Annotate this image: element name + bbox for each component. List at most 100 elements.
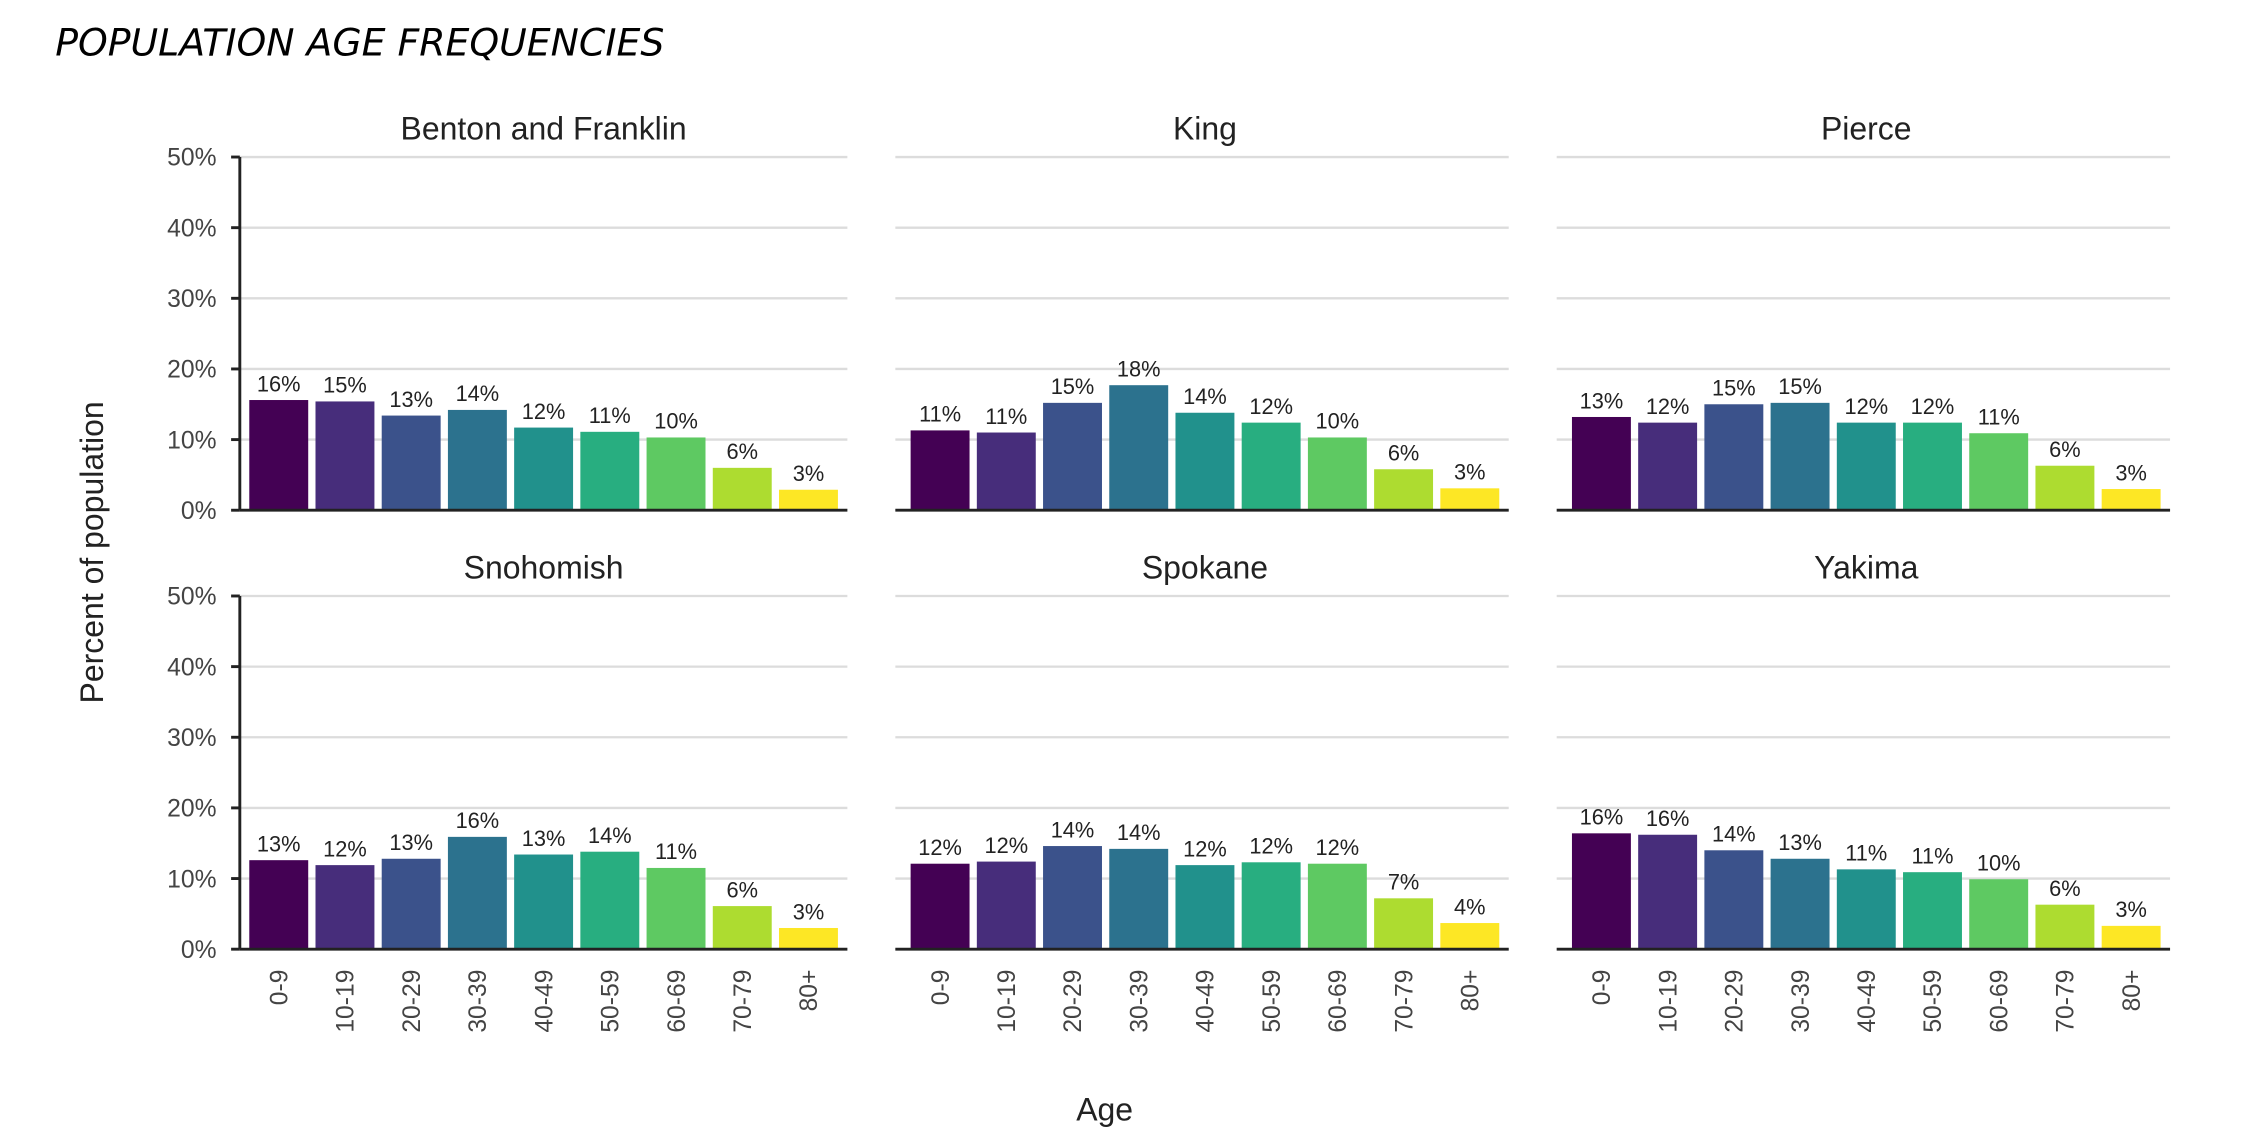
value-label: 12% [323,836,367,861]
bar [1241,862,1301,950]
value-label: 14% [1712,822,1756,847]
value-label: 15% [323,373,367,398]
bar [1638,834,1698,950]
bar [1109,848,1169,950]
value-label: 13% [389,830,433,855]
value-label: 11% [985,404,1027,429]
value-label: 14% [1051,817,1095,842]
value-label: 15% [1712,376,1756,401]
panel-title: King [1173,111,1237,147]
x-tick-label: 40-49 [531,970,558,1033]
value-label: 12% [522,399,566,424]
value-label: 11% [1978,405,2020,430]
x-tick-label: 70-79 [2053,970,2080,1033]
value-label: 15% [1778,374,1822,399]
y-tick-label: 40% [167,654,216,681]
bar [447,836,507,950]
bar [514,854,574,950]
value-label: 16% [257,371,301,396]
bar [1704,404,1764,511]
bar [315,865,375,950]
x-axis-title: Age [1076,1092,1133,1128]
value-label: 12% [984,833,1028,858]
bar [1704,850,1764,950]
bar [1307,437,1367,511]
value-label: 16% [456,808,500,833]
value-label: 11% [1845,841,1887,866]
value-label: 12% [918,835,962,860]
panel-title: Spokane [1142,550,1268,586]
bar [580,851,640,950]
bar [910,863,970,950]
y-tick-label: 50% [167,584,216,611]
x-tick-label: 80+ [796,970,823,1012]
bar [1770,858,1830,950]
page-title: POPULATION AGE FREQUENCIES [55,20,664,64]
bar [1374,898,1434,950]
x-tick-label: 0-9 [1589,970,1616,1006]
value-label: 10% [654,409,698,434]
value-label: 11% [1911,843,1953,868]
bar [1307,863,1367,950]
x-tick-label: 10-19 [994,970,1021,1033]
x-tick-label: 50-59 [1259,970,1286,1033]
x-tick-label: 30-39 [465,970,492,1033]
x-tick-label: 30-39 [1126,970,1153,1033]
value-label: 6% [2049,437,2081,462]
x-tick-label: 80+ [1458,970,1485,1012]
bar [1109,385,1169,511]
value-label: 12% [1316,835,1360,860]
value-label: 16% [1580,805,1624,830]
bar [447,409,507,511]
value-label: 6% [1388,441,1420,466]
value-label: 3% [2115,897,2147,922]
value-label: 16% [1646,806,1690,831]
bar [1571,416,1631,511]
value-label: 15% [1051,374,1095,399]
value-label: 14% [456,381,500,406]
panel-title: Snohomish [464,550,624,586]
y-tick-label: 30% [167,725,216,752]
panel-title: Pierce [1821,111,1912,147]
value-label: 14% [1183,384,1227,409]
bar [1175,865,1235,950]
bar [646,867,706,950]
bar [976,861,1036,950]
x-tick-label: 60-69 [1986,970,2013,1033]
value-label: 6% [726,877,758,902]
bar [1969,433,2029,511]
value-label: 11% [655,839,697,864]
y-axis-title: Percent of population [74,401,110,703]
bar [1903,422,1962,511]
bar [1043,846,1102,950]
x-tick-label: 30-39 [1788,970,1815,1033]
value-label: 10% [1316,409,1360,434]
value-label: 13% [522,826,566,851]
panel-title: Benton and Franklin [401,111,687,147]
bar [1241,422,1301,511]
y-tick-label: 50% [167,145,216,172]
value-label: 14% [588,823,632,848]
bar [910,430,970,511]
bar [778,927,838,950]
y-tick-label: 10% [167,427,216,454]
bar [1638,422,1698,511]
value-label: 13% [1580,388,1624,413]
x-tick-label: 50-59 [1920,970,1947,1033]
bar [381,415,441,511]
x-tick-label: 20-29 [1060,970,1087,1033]
x-tick-label: 60-69 [664,970,691,1033]
x-tick-label: 60-69 [1325,970,1352,1033]
value-label: 10% [1977,851,2021,876]
bar [1770,402,1830,511]
y-tick-label: 10% [167,866,216,893]
value-label: 3% [793,899,825,924]
bar [2101,489,2161,511]
bar [712,906,772,950]
x-tick-label: 50-59 [598,970,625,1033]
bar [315,401,375,511]
value-label: 3% [793,461,825,486]
value-label: 13% [1778,830,1822,855]
bar [646,437,706,511]
